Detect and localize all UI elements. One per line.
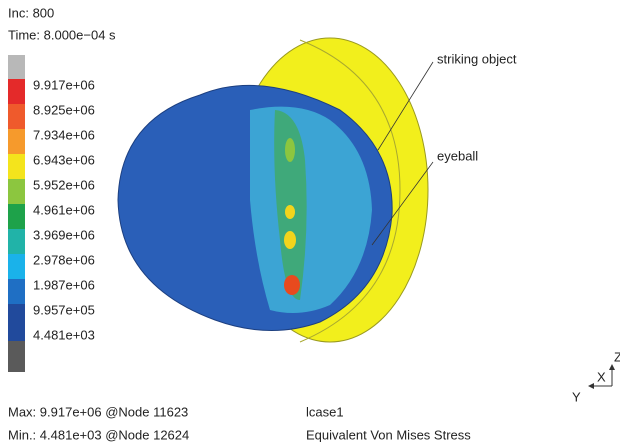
leader-line [371, 161, 434, 246]
legend-label: 9.917e+06 [33, 77, 95, 92]
annotation: striking object [437, 51, 517, 66]
legend-label: 6.943e+06 [33, 152, 95, 167]
legend-label: 7.934e+06 [33, 127, 95, 142]
swatch [8, 341, 25, 372]
legend-label: 8.925e+06 [33, 102, 95, 117]
hot-spot [285, 205, 295, 219]
triad-arrow [609, 364, 615, 370]
swatch [8, 179, 25, 204]
swatch [8, 104, 25, 129]
hot-spot [284, 275, 300, 295]
swatch [8, 154, 25, 179]
hot-spot [284, 231, 296, 249]
axis-label: X [597, 369, 606, 384]
color-legend [8, 55, 25, 372]
time: Time: 8.000e−04 s [8, 27, 116, 42]
swatch [8, 129, 25, 154]
swatch [8, 204, 25, 229]
min-info: Min.: 4.481e+03 @Node 12624 [8, 427, 189, 442]
swatch [8, 55, 25, 79]
load-case: lcase1 [306, 404, 344, 419]
legend-label: 9.957e+05 [33, 302, 95, 317]
swatch [8, 79, 25, 104]
swatch [8, 279, 25, 304]
legend-label: 5.952e+06 [33, 177, 95, 192]
stress-band [274, 110, 307, 300]
increment: Inc: 800 [8, 5, 54, 20]
annotation: eyeball [437, 148, 478, 163]
triad-arrow [588, 383, 594, 389]
leader-line [377, 61, 434, 151]
legend-label: 2.978e+06 [33, 252, 95, 267]
legend-label: 3.969e+06 [33, 227, 95, 242]
legend-labels: 9.917e+06 8.925e+06 7.934e+06 6.943e+06 5.95… [33, 77, 95, 342]
model [117, 37, 429, 343]
hot-spot [285, 138, 295, 162]
swatch [8, 304, 25, 341]
legend-label: 4.481e+03 [33, 327, 95, 342]
axis-label: Y [572, 389, 581, 404]
max-info: Max: 9.917e+06 @Node 11623 [8, 404, 188, 419]
axis-triad: Z X Y [572, 349, 620, 404]
disc-edge [299, 39, 401, 343]
legend-label: 1.987e+06 [33, 277, 95, 292]
legend-label: 4.961e+06 [33, 202, 95, 217]
swatch [8, 229, 25, 254]
swatch [8, 254, 25, 279]
quantity: Equivalent Von Mises Stress [306, 427, 471, 442]
axis-label: Z [614, 349, 620, 364]
